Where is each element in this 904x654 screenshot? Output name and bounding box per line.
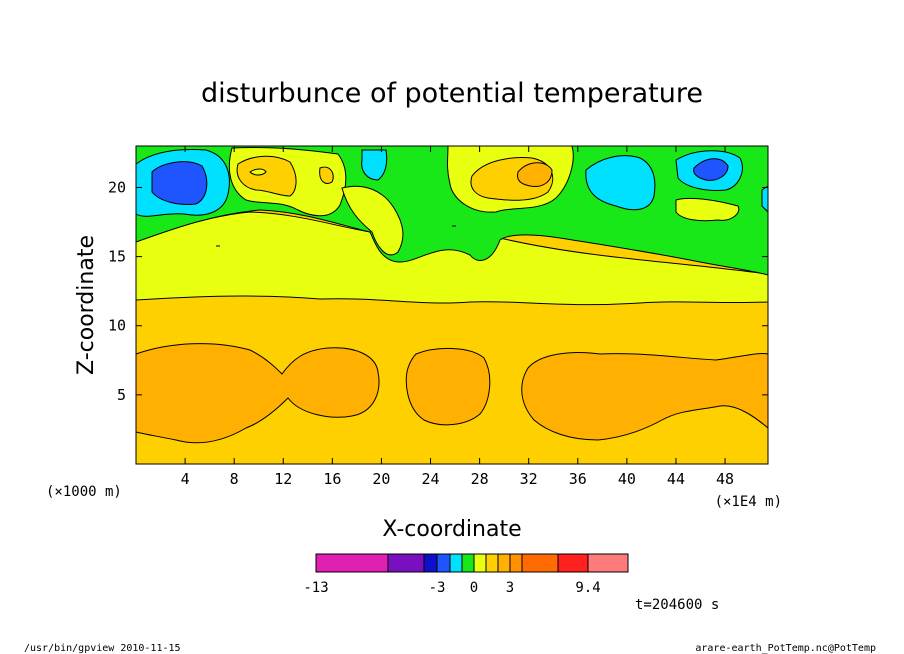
y-tick-label: 5 — [117, 386, 126, 404]
contour-region-blue-1 — [151, 161, 208, 205]
x-tick-label: 44 — [667, 470, 685, 488]
colorbar-swatch — [449, 553, 463, 573]
colorbar-swatch — [521, 553, 559, 573]
colorbar-swatch — [387, 553, 425, 573]
colorbar-swatch — [557, 553, 589, 573]
x-unit-left: (×1000 m) — [46, 484, 122, 500]
contour-region-yellow-top-2 — [341, 185, 404, 256]
colorbar-swatch — [587, 553, 629, 573]
colorbar-label: -13 — [303, 580, 328, 596]
footer-left: /usr/bin/gpview 2010-11-15 — [24, 643, 181, 654]
chart-title: disturbunce of potential temperature — [201, 78, 703, 109]
x-tick-label: 20 — [372, 470, 390, 488]
contour-region-orange-cell-3 — [521, 352, 769, 441]
y-axis-label: Z-coordinate — [74, 235, 99, 375]
colorbar-swatch — [485, 553, 499, 573]
x-axis-label: X-coordinate — [382, 517, 521, 542]
x-tick-label: 36 — [569, 470, 587, 488]
x-tick-label: 48 — [716, 470, 734, 488]
contour-region-orange-top-1 — [236, 155, 297, 197]
x-axis: 4 8 12 16 20 24 28 32 36 40 44 48 — [181, 146, 734, 488]
contour-region-cyan-3 — [585, 155, 656, 211]
colorbar-label: 0 — [470, 580, 478, 596]
colorbar-label: -3 — [429, 580, 446, 596]
y-axis: 5 10 15 20 — [108, 178, 768, 404]
contour-region-yellow-top-5 — [249, 168, 267, 176]
colorbar-swatch — [509, 553, 523, 573]
colorbar-swatch — [423, 553, 438, 573]
plot-frame — [135, 145, 769, 465]
colorbar — [315, 553, 629, 573]
x-tick-label: 4 — [181, 470, 190, 488]
colorbar-label: 9.4 — [575, 580, 600, 596]
time-label: t=204600 s — [635, 597, 719, 613]
contour-region-orange-top-4 — [517, 162, 553, 187]
colorbar-swatch — [315, 553, 389, 573]
colorbar-swatch — [473, 553, 487, 573]
y-tick-label: 20 — [108, 178, 126, 196]
contour-region-orange-cell-1 — [135, 343, 380, 444]
colorbar-swatch — [497, 553, 511, 573]
contour-region-orange-cell-2 — [405, 347, 491, 426]
y-tick-label: 10 — [108, 317, 126, 335]
colorbar-labels: -13 -3 0 3 9.4 — [303, 580, 600, 596]
contour-region-orange-top-2 — [319, 166, 334, 184]
contour-region-blue-2 — [693, 158, 729, 181]
colorbar-swatch — [436, 553, 451, 573]
x-tick-label: 8 — [230, 470, 239, 488]
y-tick-label: 15 — [108, 248, 126, 266]
colorbar-swatch — [461, 553, 475, 573]
contour-region-cyan-2 — [361, 149, 388, 181]
x-tick-label: 32 — [520, 470, 538, 488]
plot-area — [135, 145, 769, 465]
x-tick-label: 28 — [471, 470, 489, 488]
x-unit-right: (×1E4 m) — [715, 494, 782, 510]
x-tick-label: 12 — [274, 470, 292, 488]
x-tick-label: 40 — [618, 470, 636, 488]
x-tick-label: 24 — [421, 470, 439, 488]
x-tick-label: 16 — [323, 470, 341, 488]
colorbar-label: 3 — [506, 580, 514, 596]
footer-right: arare-earth_PotTemp.nc@PotTemp — [695, 643, 876, 654]
contour-region-yellow-top-4 — [675, 197, 740, 222]
